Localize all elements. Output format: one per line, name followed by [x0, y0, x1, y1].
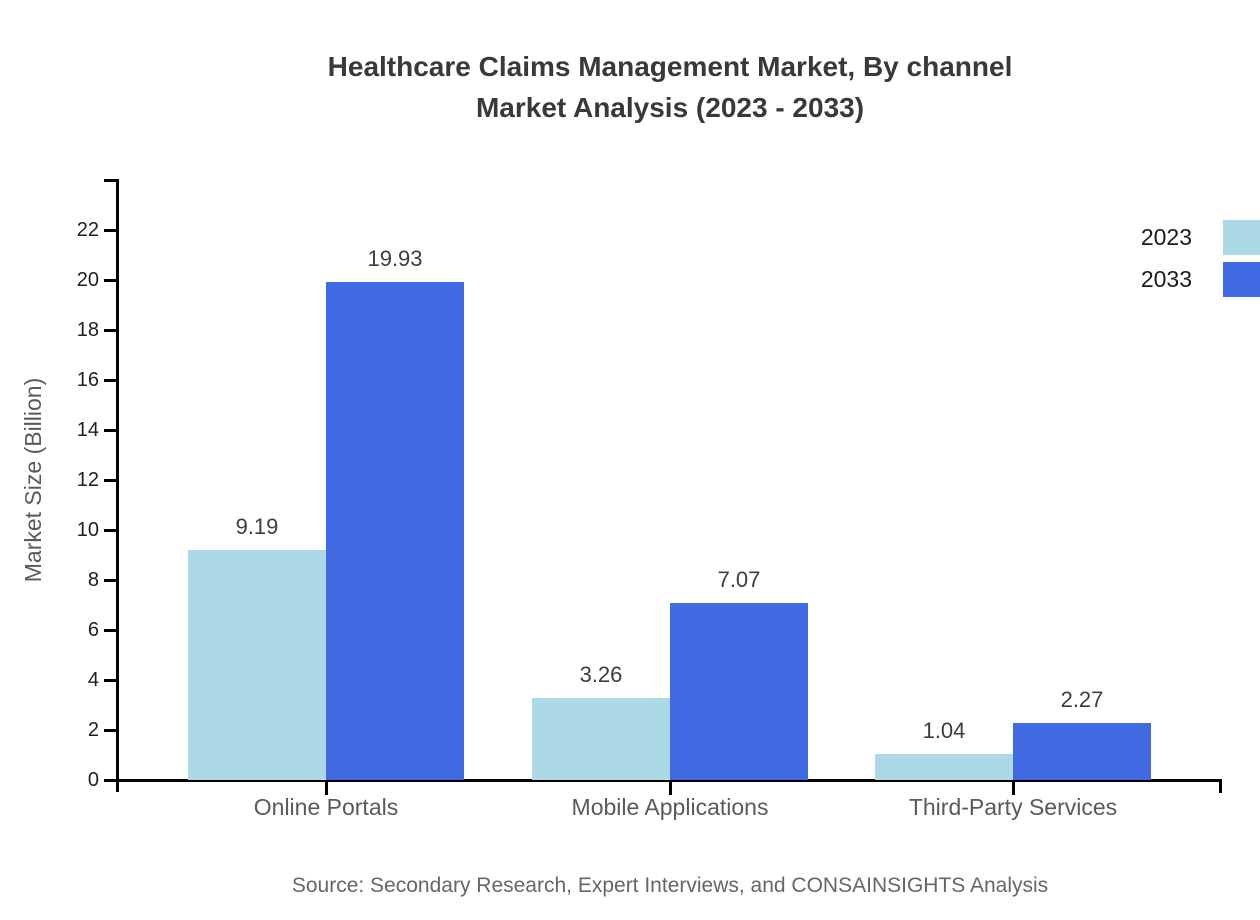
x-axis-line — [104, 779, 1222, 782]
y-tick-16 — [104, 379, 119, 382]
y-axis-top-cap — [104, 179, 119, 182]
y-tick-20 — [104, 279, 119, 282]
legend-label-2033: 2033 — [1140, 266, 1192, 292]
value-label-2033-third-party-services: 2.27 — [1060, 687, 1104, 712]
y-tick-label-0: 0 — [87, 769, 99, 791]
y-tick-18 — [104, 329, 119, 332]
x-category-mobile-applications: Mobile Applications — [571, 794, 769, 820]
bar-2023-online-portals[interactable] — [188, 550, 326, 780]
value-label-2023-online-portals: 9.19 — [235, 514, 279, 539]
chart-title-line2: Market Analysis (2023 - 2033) — [475, 92, 865, 123]
x-tick-third-party-services — [1012, 781, 1015, 795]
value-label-2023-mobile-applications: 3.26 — [579, 662, 623, 687]
y-tick-label-10: 10 — [76, 519, 99, 541]
y-tick-14 — [104, 429, 119, 432]
y-tick-8 — [104, 579, 119, 582]
bar-2033-third-party-services[interactable] — [1013, 723, 1151, 780]
bar-2033-mobile-applications[interactable] — [670, 603, 808, 780]
bar-2023-mobile-applications[interactable] — [532, 698, 670, 780]
chart-title: Healthcare Claims Management Market, By … — [80, 46, 1260, 128]
legend-label-2023: 2023 — [1140, 224, 1192, 250]
y-tick-label-20: 20 — [76, 269, 99, 291]
y-tick-10 — [104, 529, 119, 532]
y-tick-0 — [104, 779, 119, 782]
value-label-2023-third-party-services: 1.04 — [922, 718, 966, 743]
legend-swatch-2033 — [1223, 262, 1260, 297]
bar-2023-third-party-services[interactable] — [875, 754, 1013, 780]
y-tick-label-18: 18 — [76, 319, 99, 341]
x-category-third-party-services: Third-Party Services — [908, 794, 1118, 820]
y-tick-label-14: 14 — [76, 419, 99, 441]
y-tick-label-6: 6 — [87, 619, 99, 641]
legend-item-2023[interactable]: 2023 — [1060, 220, 1260, 255]
x-category-online-portals: Online Portals — [253, 794, 399, 820]
y-tick-22 — [104, 229, 119, 232]
y-tick-4 — [104, 679, 119, 682]
y-tick-2 — [104, 729, 119, 732]
legend-swatch-2023 — [1223, 220, 1260, 255]
y-tick-label-4: 4 — [87, 669, 99, 691]
x-tick-mobile-applications — [669, 781, 672, 795]
y-tick-label-12: 12 — [76, 469, 99, 491]
y-axis-line — [116, 180, 119, 792]
y-tick-label-2: 2 — [87, 719, 99, 741]
value-label-2033-online-portals: 19.93 — [367, 246, 423, 271]
x-axis-end-cap — [1219, 779, 1222, 793]
source-note: Source: Secondary Research, Expert Inter… — [291, 874, 1049, 897]
y-tick-6 — [104, 629, 119, 632]
value-label-2033-mobile-applications: 7.07 — [717, 567, 761, 592]
x-tick-online-portals — [325, 781, 328, 795]
y-tick-12 — [104, 479, 119, 482]
legend-item-2033[interactable]: 2033 — [1060, 262, 1260, 297]
y-tick-label-8: 8 — [87, 569, 99, 591]
y-tick-label-16: 16 — [76, 369, 99, 391]
bar-2033-online-portals[interactable] — [326, 282, 464, 780]
y-tick-label-22: 22 — [76, 219, 99, 241]
chart-title-line1: Healthcare Claims Management Market, By … — [327, 51, 1013, 82]
